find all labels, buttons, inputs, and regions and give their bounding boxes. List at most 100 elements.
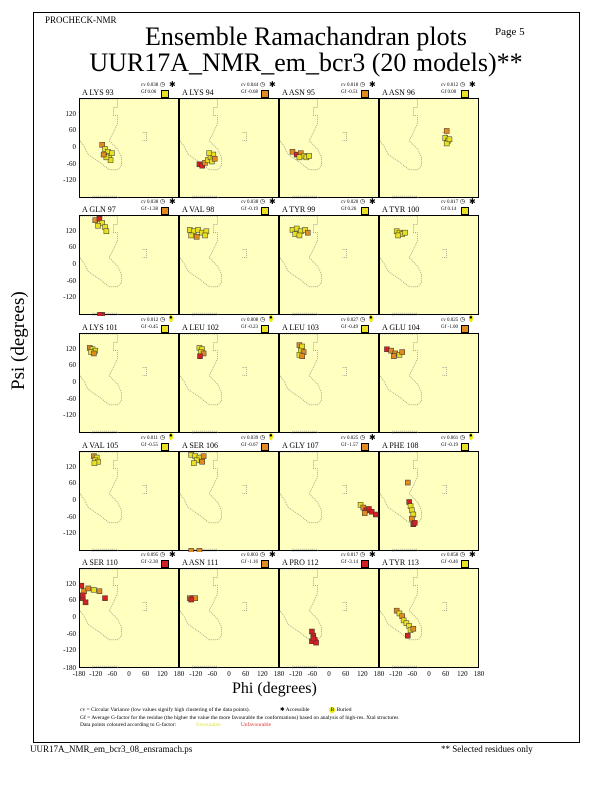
allowed-region: [392, 665, 418, 669]
x-tick-label: 120: [357, 670, 368, 678]
data-point: [446, 136, 453, 143]
residue-label: A LYS 93: [82, 88, 114, 97]
cv-value: cv 0.020: [341, 200, 359, 205]
data-point: [188, 232, 194, 239]
allowed-region: [342, 367, 347, 376]
panel-header: A GLN 97 cv 0.038 ◷ ✱ Gf -1.38: [79, 197, 179, 215]
allowed-region: [342, 249, 347, 258]
accessible-icon: ✱: [169, 550, 176, 559]
legend-favourable: Favourable: [196, 722, 221, 728]
legend-buried: Buried: [336, 707, 352, 713]
data-point: [99, 220, 105, 226]
y-tick-label: 0: [72, 143, 77, 151]
gf-swatch: [361, 443, 369, 451]
y-tick-label: 0: [72, 613, 77, 621]
allowed-region: [280, 452, 322, 524]
allowed-region: [380, 334, 422, 406]
data-point: [193, 457, 200, 464]
gf-value: Gf -0.46: [441, 560, 458, 565]
accessible-icon: ✱: [269, 80, 276, 89]
panel-header: A PRO 112 cv 0.017 ◷ ✱ Gf -3.14: [279, 550, 379, 568]
panel-header: A LYS 94 cv 0.044 ◷ ✱ Gf -0.68: [179, 80, 279, 98]
data-point: [102, 595, 108, 601]
cv-value: cv 0.058: [441, 553, 459, 558]
data-point: [360, 504, 367, 511]
allowed-region: [280, 334, 322, 406]
allowed-region: [192, 665, 218, 669]
residue-label: A SER 110: [82, 558, 118, 567]
allowed-region: [142, 249, 147, 258]
ramachandran-panel: [379, 215, 479, 316]
allowed-region: [242, 249, 247, 258]
ramachandran-panel: [379, 568, 479, 669]
gf-swatch: [461, 443, 469, 451]
clock-icon: ◷: [160, 317, 166, 323]
x-tick-label: -60: [307, 670, 317, 678]
y-tick-label: -60: [66, 512, 76, 521]
cv-value: cv 0.008: [241, 318, 259, 323]
cv-value: cv 0.025: [441, 318, 459, 323]
y-tick-label: 0: [72, 260, 77, 268]
gf-value: Gf -2.30: [141, 560, 158, 565]
allowed-region: [442, 249, 447, 258]
data-point: [361, 510, 368, 516]
data-point: [209, 158, 215, 165]
x-tick-label: -180: [72, 670, 86, 678]
y-tick-label: 120: [65, 109, 77, 118]
gf-swatch: [361, 560, 369, 568]
ramachandran-panel: [79, 215, 179, 316]
data-point: [191, 460, 197, 466]
gf-value: Gf -0.45: [141, 325, 158, 330]
x-tick-label: -60: [207, 670, 217, 678]
clock-icon: ◷: [360, 82, 366, 88]
data-point: [85, 585, 92, 592]
data-point: [193, 234, 200, 240]
data-point: [107, 157, 114, 163]
data-point: [200, 453, 207, 459]
x-tick-label: 180: [373, 670, 385, 678]
data-point: [306, 153, 312, 159]
clock-icon: ◷: [360, 317, 366, 323]
panel-header: A SER 110 cv 0.095 ◷ ✱ Gf -2.30: [79, 550, 179, 568]
allowed-region: [280, 569, 322, 641]
page-frame: [33, 12, 580, 743]
page-subtitle: UUR17A_NMR_em_bcr3 (20 models)**: [89, 48, 523, 77]
data-point: [95, 222, 101, 229]
ramachandran-panel: [279, 568, 379, 669]
gf-swatch: [261, 207, 269, 215]
y-axis-label: Psi (degrees): [8, 291, 29, 390]
gf-swatch: [261, 560, 269, 568]
gf-value: Gf -1.57: [341, 443, 358, 448]
data-point: [443, 140, 450, 147]
gf-value: Gf -0.67: [241, 443, 258, 448]
ramachandran-panel: [179, 568, 279, 669]
y-tick-label: 0: [72, 378, 77, 386]
data-point: [368, 508, 375, 515]
residue-label: A TYR 100: [382, 205, 420, 214]
ramachandran-panel: [179, 451, 279, 552]
y-tick-label: -120: [63, 411, 76, 420]
clock-icon: ◷: [160, 199, 166, 205]
gf-swatch: [361, 207, 369, 215]
data-point: [388, 347, 394, 354]
residue-label: A LYS 94: [182, 88, 214, 97]
clock-icon: ◷: [460, 82, 466, 88]
allowed-region: [292, 665, 318, 669]
gf-value: Gf -0.19: [241, 207, 258, 212]
panel-header: A LYS 101 cv 0.012 ◷ ● Gf -0.45: [79, 315, 179, 333]
ramachandran-panel: [79, 333, 179, 434]
data-point: [373, 511, 379, 518]
ramachandran-panel: [279, 333, 379, 434]
clock-icon: ◷: [260, 552, 266, 558]
y-tick-label: 120: [65, 226, 77, 235]
allowed-region: [342, 602, 347, 611]
data-point: [100, 151, 107, 158]
ramachandran-panel: [179, 215, 279, 316]
cv-value: cv 0.038: [141, 200, 159, 205]
residue-label: A LEU 102: [182, 323, 219, 332]
data-point: [91, 587, 97, 593]
clock-icon: ◷: [260, 435, 266, 441]
cv-value: cv 0.025: [341, 436, 359, 441]
x-axis-label: Phi (degrees): [232, 680, 317, 697]
